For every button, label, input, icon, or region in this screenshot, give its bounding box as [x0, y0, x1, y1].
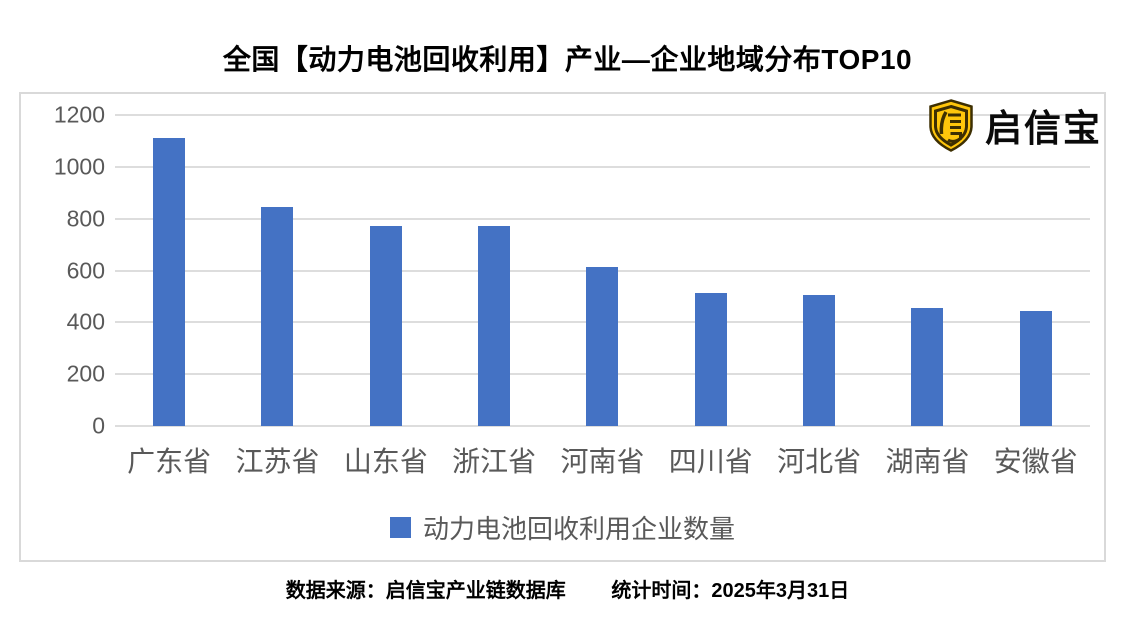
- bar-slot: [873, 115, 981, 426]
- gridline-800: [115, 217, 1090, 220]
- gridline-1000: [115, 165, 1090, 168]
- bar-slot: [440, 115, 548, 426]
- legend: 动力电池回收利用企业数量: [21, 509, 1104, 546]
- legend-label: 动力电池回收利用企业数量: [422, 514, 735, 544]
- bar-slot: [332, 115, 440, 426]
- bar-浙江省: [478, 226, 511, 426]
- bar-slot: [548, 115, 656, 426]
- y-tick-label-400: 400: [66, 308, 105, 335]
- chart-panel: 启信宝 0 200 400 600 800 1000 1200 广东省 江苏省 山东省 浙江省 河南…: [19, 92, 1106, 562]
- y-axis: 0 200 400 600 800 1000 1200: [27, 103, 105, 437]
- x-category-label-浙江省: 浙江省: [452, 446, 537, 477]
- y-tick-label-1000: 1000: [53, 153, 105, 180]
- bar-四川省: [694, 292, 727, 426]
- bar-slot: [657, 115, 765, 426]
- x-category-label-江苏省: 江苏省: [235, 446, 320, 477]
- x-axis: 广东省 江苏省 山东省 浙江省 河南省 四川省 河北省 湖南省 安徽省: [115, 440, 1090, 480]
- x-category-label-湖南省: 湖南省: [885, 446, 970, 477]
- bar-安徽省: [1019, 310, 1052, 426]
- bar-河南省: [586, 266, 619, 426]
- legend-swatch: [389, 517, 411, 538]
- y-tick-label-600: 600: [66, 257, 105, 283]
- y-tick-label-1200: 1200: [53, 101, 105, 128]
- bar-山东省: [369, 226, 402, 426]
- bar-slot: [982, 115, 1090, 426]
- bar-广东省: [153, 138, 186, 426]
- qixinbao-logo: 启信宝: [926, 98, 1102, 152]
- x-category-label-山东省: 山东省: [343, 446, 428, 477]
- y-tick-label-200: 200: [66, 360, 105, 387]
- bar-slot: [115, 115, 223, 426]
- x-category-label-广东省: 广东省: [127, 446, 212, 477]
- bar-湖南省: [911, 308, 944, 426]
- x-category-label-河南省: 河南省: [560, 446, 645, 477]
- x-category-label-河北省: 河北省: [777, 446, 862, 477]
- y-tick-label-800: 800: [66, 205, 105, 232]
- qixinbao-logo-text: 启信宝: [985, 108, 1102, 149]
- data-source-label: 数据来源：启信宝产业链数据库: [285, 580, 566, 602]
- qixinbao-shield-icon: [929, 98, 973, 152]
- footer: 数据来源：启信宝产业链数据库 统计时间：2025年3月31日: [0, 574, 1135, 603]
- bar-slot: [223, 115, 331, 426]
- plot-area: [115, 114, 1090, 427]
- bar-河北省: [803, 295, 836, 426]
- bar-江苏省: [261, 207, 294, 426]
- y-tick-label-0: 0: [92, 412, 105, 439]
- bars-row: [115, 115, 1090, 426]
- bar-slot: [765, 115, 873, 426]
- x-category-label-四川省: 四川省: [668, 446, 753, 477]
- gridline-1200: [115, 114, 1090, 116]
- stat-time-label: 统计时间：2025年3月31日: [611, 580, 850, 602]
- chart-title: 全国【动力电池回收利用】产业—企业地域分布TOP10: [222, 44, 913, 75]
- x-category-label-安徽省: 安徽省: [993, 446, 1078, 477]
- gridline-0: [115, 425, 1090, 427]
